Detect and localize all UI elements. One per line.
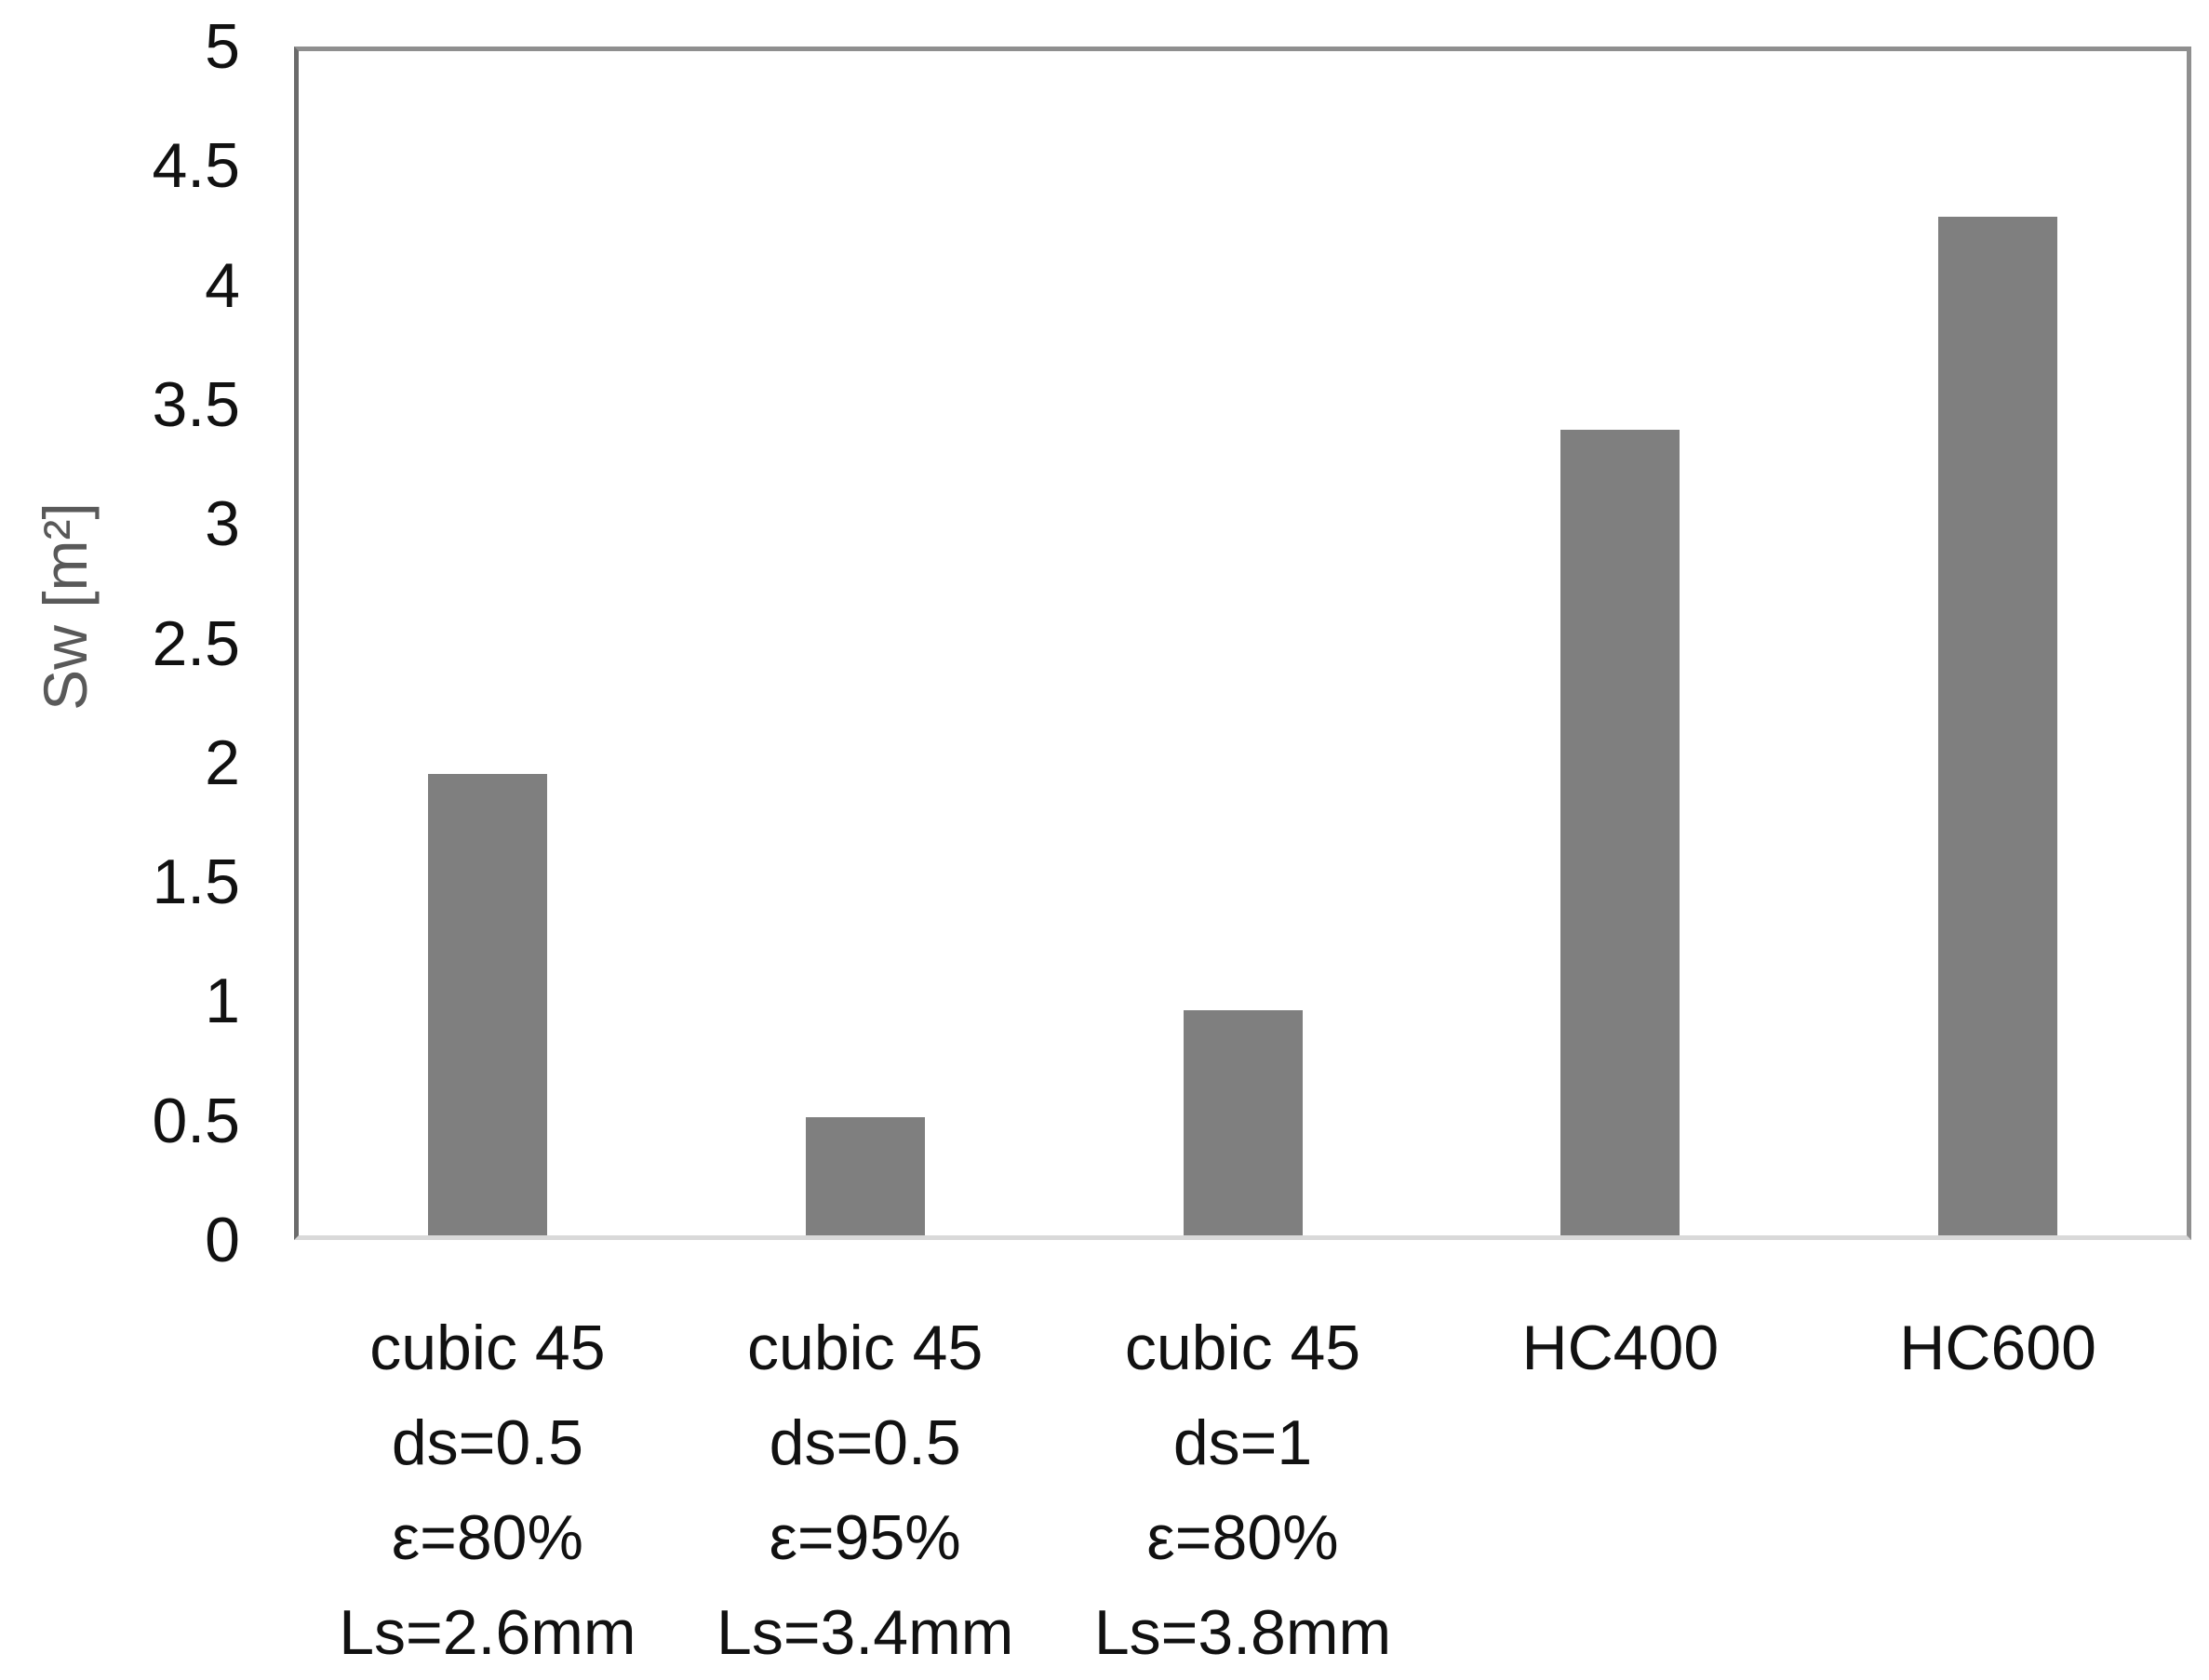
x-category-label-line: ds=0.5 bbox=[769, 1407, 961, 1478]
x-category-label-line: ε=80% bbox=[391, 1502, 583, 1573]
y-tick-label: 0 bbox=[205, 1205, 240, 1275]
x-category-label-line: ε=80% bbox=[1146, 1502, 1339, 1573]
x-category-label-line: HC400 bbox=[1521, 1313, 1720, 1383]
x-category-label-line: ε=95% bbox=[769, 1502, 961, 1573]
y-tick-label: 3.5 bbox=[152, 368, 240, 440]
x-category-label-line: Ls=3.4mm bbox=[716, 1597, 1014, 1668]
y-tick-label: 4 bbox=[205, 249, 240, 321]
x-category-label-line: cubic 45 bbox=[369, 1313, 606, 1383]
bar-5 bbox=[1938, 217, 2058, 1235]
x-category-label-4: HC400 bbox=[1521, 1300, 1719, 1395]
y-tick-label: 5 bbox=[205, 11, 240, 82]
x-category-label-3: cubic 45 ds=1 ε=80% Ls=3.8mm bbox=[1094, 1300, 1391, 1680]
y-tick-label: 2.5 bbox=[152, 607, 240, 679]
x-category-label-line: cubic 45 bbox=[1124, 1313, 1361, 1383]
y-tick-label: 2 bbox=[205, 727, 240, 798]
bar-1 bbox=[427, 773, 547, 1235]
y-tick-label: 1.5 bbox=[152, 847, 240, 918]
x-category-label-2: cubic 45 ds=0.5 ε=95% Ls=3.4mm bbox=[716, 1300, 1013, 1680]
plot-area bbox=[294, 47, 2191, 1240]
y-tick-label: 3 bbox=[205, 488, 240, 560]
bar-4 bbox=[1560, 430, 1680, 1235]
x-category-label-line: Ls=3.8mm bbox=[1093, 1597, 1392, 1668]
x-category-label-line: ds=1 bbox=[1172, 1407, 1313, 1478]
x-category-label-line: ds=0.5 bbox=[391, 1407, 583, 1478]
x-category-label-line: HC600 bbox=[1899, 1313, 2096, 1383]
y-tick-label: 0.5 bbox=[152, 1085, 240, 1156]
x-category-label-line: cubic 45 bbox=[747, 1313, 984, 1383]
bar-2 bbox=[805, 1116, 925, 1235]
x-category-label-1: cubic 45 ds=0.5 ε=80% Ls=2.6mm bbox=[339, 1300, 636, 1680]
y-tick-label: 1 bbox=[205, 966, 240, 1037]
x-category-label-5: HC600 bbox=[1899, 1300, 2096, 1395]
x-category-label-line: Ls=2.6mm bbox=[339, 1597, 636, 1668]
y-tick-label: 4.5 bbox=[152, 130, 240, 202]
bar-3 bbox=[1183, 1010, 1303, 1235]
